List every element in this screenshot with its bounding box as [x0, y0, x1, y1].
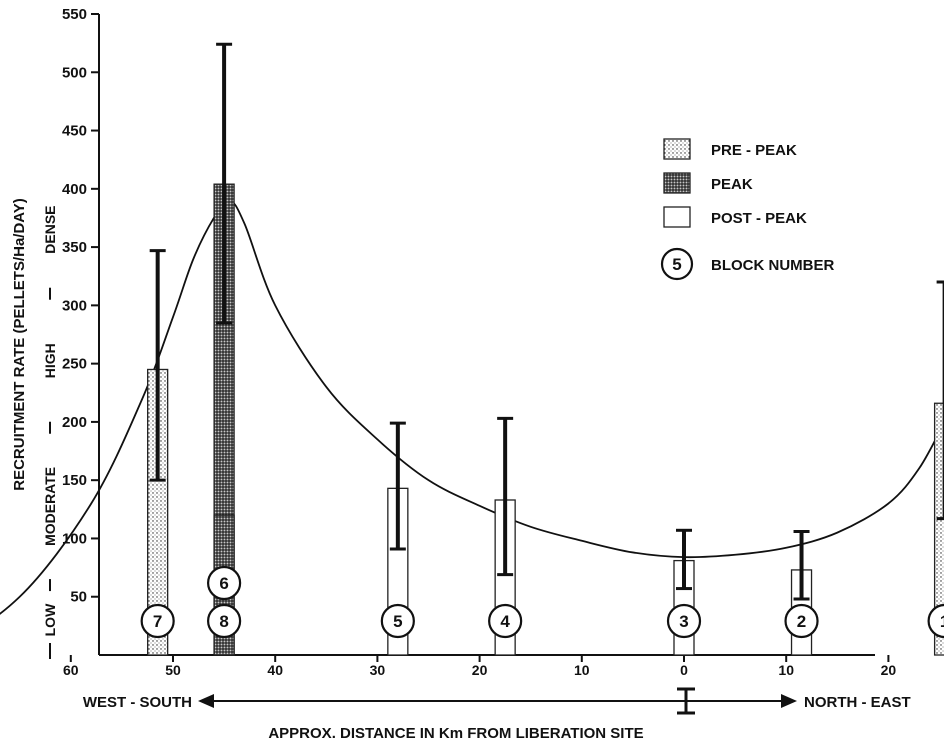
axis-labels: RECRUITMENT RATE (PELLETS/Ha/DAY) LOW MODE… [11, 198, 911, 742]
x-tick-label: 10 [778, 662, 794, 678]
block-circle [666, 603, 702, 639]
block-marker-1: 1 [927, 603, 944, 639]
legend-circle-symbol: 5 [672, 255, 681, 274]
x-tick-label: 60 [63, 662, 79, 678]
legend-label: PRE - PEAK [711, 142, 797, 159]
block-number-label: 1 [940, 612, 944, 631]
y-tick-label: 550 [62, 6, 87, 23]
x-tick-label: 30 [370, 662, 386, 678]
legend: PRE - PEAK PEAK POST - PEAK 5 BLOCK NUMBER [660, 138, 834, 281]
legend-item-1: PEAK [663, 172, 753, 194]
legend-label: BLOCK NUMBER [711, 257, 834, 274]
block-marker-3: 3 [666, 603, 702, 639]
x-tick-label: 20 [472, 662, 488, 678]
x-axis-title: APPROX. DISTANCE IN Km FROM LIBERATION S… [268, 725, 643, 742]
block-circle [207, 565, 242, 601]
block-marker-4: 4 [488, 603, 523, 639]
y-tick-label: 350 [62, 239, 87, 256]
block-marker-6: 6 [207, 565, 242, 601]
y-tick-label: 300 [62, 297, 87, 314]
legend-label: POST - PEAK [711, 210, 807, 227]
block-number-label: 3 [679, 612, 688, 631]
arrow-left-head [198, 694, 214, 708]
block-number-label: 4 [500, 612, 510, 631]
block-circle [927, 603, 944, 639]
block-marker-8: 8 [207, 603, 242, 639]
legend-swatch [663, 172, 691, 194]
y-tick-label: 500 [62, 64, 87, 81]
x-tick-label: 20 [881, 662, 897, 678]
bar-block-1 [933, 402, 944, 656]
y-tick-label: 450 [62, 123, 87, 140]
direction-right-label: NORTH - EAST [804, 694, 911, 711]
block-number-label: 2 [797, 612, 806, 631]
legend-label: PEAK [711, 176, 753, 193]
block-marker-7: 7 [140, 603, 175, 639]
block-circle [207, 603, 242, 639]
y-tick-label: 400 [62, 181, 87, 198]
legend-circle-swatch [660, 247, 694, 281]
y-zone-label-low: LOW [42, 603, 58, 636]
block-markers-layer: 10976854321 [140, 565, 944, 639]
block-circle [380, 603, 415, 639]
block-number-label: 7 [153, 612, 162, 631]
legend-item-0: PRE - PEAK [663, 138, 797, 160]
x-tick-label: 50 [165, 662, 181, 678]
block-marker-2: 2 [784, 603, 819, 639]
y-tick-label: 150 [62, 472, 87, 489]
x-tick-label: 40 [267, 662, 283, 678]
block-number-label: 8 [219, 612, 228, 631]
legend-swatch [663, 138, 691, 160]
direction-left-label: WEST - SOUTH [83, 694, 192, 711]
block-marker-5: 5 [380, 603, 415, 639]
y-zone-label-moderate: MODERATE [42, 467, 58, 546]
y-tick-label: 250 [62, 356, 87, 373]
y-tick-label: 50 [70, 589, 87, 606]
legend-swatch [663, 206, 691, 228]
y-tick-label: 100 [62, 530, 87, 547]
block-number-label: 6 [219, 574, 228, 593]
fit-curve [0, 199, 944, 615]
y-tick-label: 200 [62, 414, 87, 431]
block-number-label: 5 [393, 612, 402, 631]
y-zone-label-high: HIGH [42, 343, 58, 378]
y-zone-label-dense: DENSE [42, 205, 58, 253]
fit-curve-layer [0, 199, 944, 615]
x-tick-label: 0 [680, 662, 688, 678]
legend-item-2: POST - PEAK [663, 206, 807, 228]
bars-layer [147, 42, 944, 656]
block-circle [784, 603, 819, 639]
legend-item-3: 5 BLOCK NUMBER [660, 247, 834, 281]
y-axis-title: RECRUITMENT RATE (PELLETS/Ha/DAY) [11, 198, 28, 491]
block-circle [488, 603, 523, 639]
axes: 5010015020025030035040045050055090807060… [62, 6, 897, 678]
x-tick-label: 10 [574, 662, 590, 678]
arrow-right-head [781, 694, 797, 708]
block-circle [140, 603, 175, 639]
